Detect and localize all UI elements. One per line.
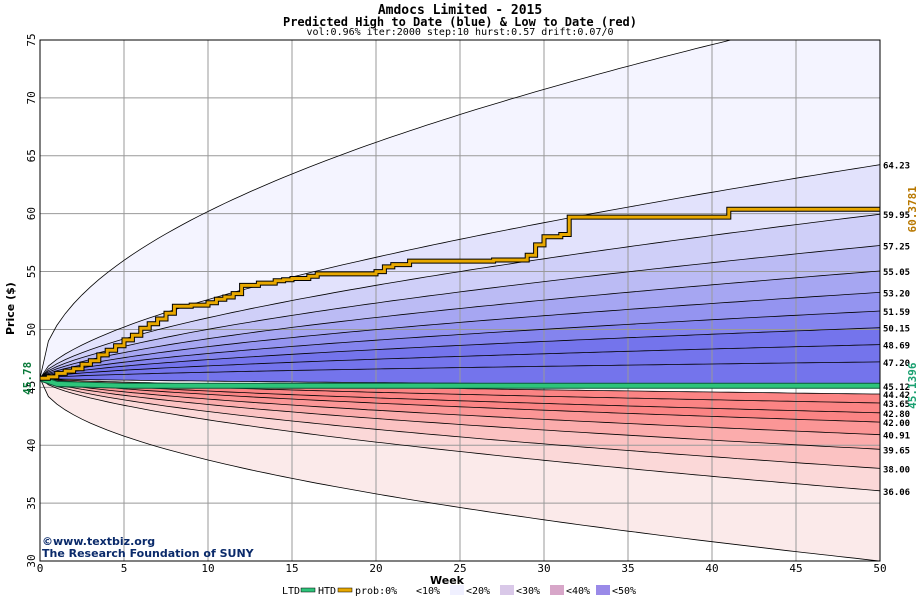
quantile-label: 55.05 bbox=[883, 268, 910, 278]
quantile-label: 42.80 bbox=[883, 410, 910, 420]
quantile-line bbox=[40, 361, 880, 379]
legend-band0-swatch bbox=[400, 585, 414, 595]
high-band-2 bbox=[40, 214, 880, 379]
low-band-2 bbox=[40, 378, 880, 469]
quantile-label: 51.59 bbox=[883, 308, 910, 318]
high-band-4 bbox=[40, 271, 880, 379]
legend-ltd-swatch bbox=[300, 587, 316, 593]
quantile-label: 42.00 bbox=[883, 419, 910, 429]
x-tick-label: 20 bbox=[369, 562, 382, 575]
quantile-line bbox=[40, 344, 880, 379]
quantile-line bbox=[40, 213, 880, 379]
extreme-low-line bbox=[40, 378, 880, 561]
y-tick-label: 60 bbox=[25, 207, 38, 220]
quantile-label: 59.95 bbox=[883, 211, 910, 221]
ltd-series-line bbox=[40, 376, 880, 388]
y-tick-label: 45 bbox=[25, 381, 38, 394]
y-tick-label: 55 bbox=[25, 265, 38, 278]
legend-htd-swatch bbox=[337, 587, 353, 593]
legend-band2-label: <20% bbox=[466, 586, 490, 597]
quantile-line bbox=[40, 310, 880, 379]
x-tick-label: 0 bbox=[37, 562, 44, 575]
plot-area bbox=[40, 40, 880, 561]
htd-series-line bbox=[40, 207, 880, 380]
low-band-5 bbox=[40, 378, 880, 423]
legend-band2-swatch bbox=[500, 585, 514, 595]
quantile-line bbox=[40, 292, 880, 379]
y-tick-label: 35 bbox=[25, 496, 38, 509]
chart-params: vol:0.96% iter:2000 step:10 hurst:0.57 d… bbox=[306, 27, 614, 38]
extreme-high-line bbox=[40, 40, 733, 379]
quantile-label: 57.25 bbox=[883, 243, 910, 253]
quantile-line bbox=[40, 377, 880, 450]
plot-border bbox=[39, 39, 881, 562]
quantile-line bbox=[40, 377, 880, 414]
y-tick-label: 65 bbox=[25, 149, 38, 162]
quantile-label: 48.69 bbox=[883, 342, 910, 352]
quantile-label: 36.06 bbox=[883, 488, 910, 498]
legend-band3-label: <30% bbox=[516, 586, 540, 597]
quantile-label: 44.42 bbox=[883, 391, 910, 401]
legend-band5-label: <50% bbox=[612, 586, 636, 597]
high-band-5 bbox=[40, 292, 880, 379]
x-tick-label: 40 bbox=[705, 562, 718, 575]
legend-band1-swatch bbox=[450, 585, 464, 595]
y-tick-label: 75 bbox=[25, 33, 38, 46]
start-price-label: 45.78 bbox=[21, 362, 34, 395]
quantile-label: 43.65 bbox=[883, 400, 910, 410]
legend-band4-label: <40% bbox=[566, 586, 590, 597]
chart-subtitle: Predicted High to Date (blue) & Low to D… bbox=[282, 15, 637, 29]
credit-site: ©www.textbiz.org bbox=[42, 535, 156, 548]
legend-band3-swatch bbox=[550, 585, 564, 595]
quantile-label: 39.65 bbox=[883, 446, 910, 456]
actual-high-label: 60.3781 bbox=[906, 186, 919, 233]
legend-prob-label: prob:0% bbox=[355, 586, 397, 597]
quantile-line bbox=[40, 377, 880, 469]
quantile-line bbox=[40, 245, 880, 379]
quantile-label: 38.00 bbox=[883, 465, 910, 475]
high-band-3 bbox=[40, 245, 880, 379]
quantile-line bbox=[40, 377, 880, 423]
x-tick-label: 35 bbox=[621, 562, 634, 575]
x-tick-label: 15 bbox=[285, 562, 298, 575]
y-tick-label: 40 bbox=[25, 439, 38, 452]
quantile-label: 47.20 bbox=[883, 359, 910, 369]
y-tick-label: 50 bbox=[25, 323, 38, 336]
legend-ltd-label: LTD bbox=[282, 586, 300, 597]
low-band-4 bbox=[40, 378, 880, 435]
x-tick-label: 45 bbox=[789, 562, 802, 575]
quantile-label: 64.23 bbox=[883, 162, 910, 172]
y-tick-label: 70 bbox=[25, 91, 38, 104]
low-band-3 bbox=[40, 378, 880, 450]
x-tick-label: 30 bbox=[537, 562, 550, 575]
quantile-line bbox=[40, 377, 880, 436]
x-tick-label: 50 bbox=[873, 562, 886, 575]
legend-band4-swatch bbox=[596, 585, 610, 595]
legend: LTD HTD prob:0% <10% <20% <30% <40% <50% bbox=[282, 585, 636, 597]
legend-htd-label: HTD bbox=[318, 586, 336, 597]
credit-org: The Research Foundation of SUNY bbox=[42, 547, 254, 560]
x-tick-label: 10 bbox=[201, 562, 214, 575]
x-axis-label: Week bbox=[430, 574, 464, 587]
x-tick-label: 5 bbox=[121, 562, 128, 575]
x-tick-label: 25 bbox=[453, 562, 466, 575]
quantile-label: 45.12 bbox=[883, 383, 910, 393]
low-band-1 bbox=[40, 378, 880, 491]
quantile-line bbox=[40, 377, 880, 492]
chart-title: Amdocs Limited - 2015 bbox=[377, 3, 543, 18]
quantile-label: 40.91 bbox=[883, 432, 910, 442]
y-tick-label: 30 bbox=[25, 554, 38, 567]
quantile-label: 50.15 bbox=[883, 325, 910, 335]
legend-band1-label: <10% bbox=[416, 586, 440, 597]
quantile-label: 53.20 bbox=[883, 289, 910, 299]
quantile-line bbox=[40, 270, 880, 379]
quantile-line bbox=[40, 327, 880, 379]
y-axis-label: Price ($) bbox=[4, 282, 17, 335]
actual-low-label: 45.1396 bbox=[906, 362, 919, 409]
